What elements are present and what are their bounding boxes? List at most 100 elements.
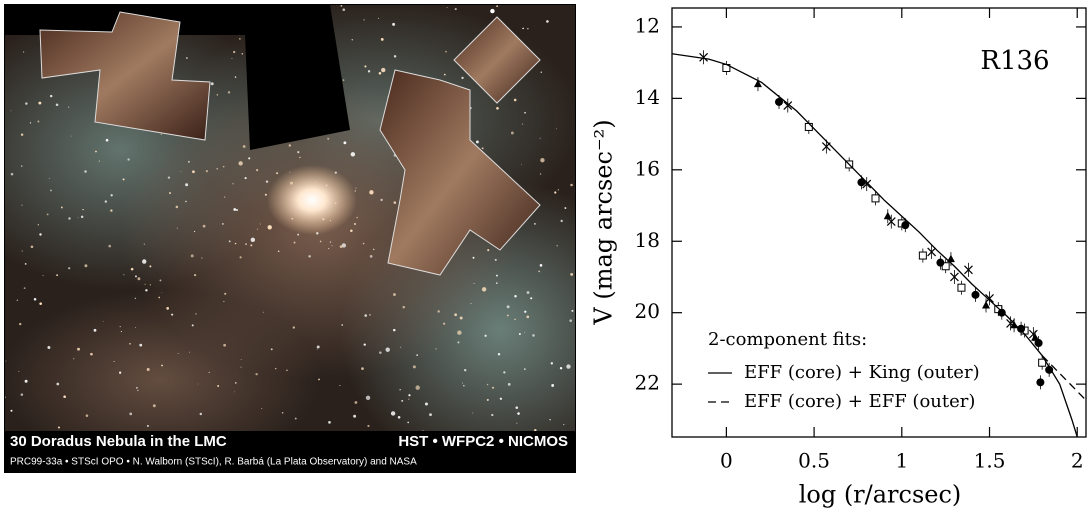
x-tick-label: 2 [1071,449,1084,473]
star [422,430,424,431]
star [191,324,194,327]
star [47,345,51,349]
data-point [871,194,880,203]
plot-frame [671,7,1087,438]
star [217,385,220,387]
y-tick-label: 16 [635,156,660,180]
data-point [1036,378,1045,387]
star [319,240,322,243]
star [130,267,134,271]
star [108,244,112,248]
star [294,417,297,420]
star [564,207,567,210]
star [486,398,489,401]
data-point [985,293,994,303]
star [380,198,383,202]
star [379,351,382,354]
star [167,176,171,179]
star [522,123,524,125]
star [113,360,115,363]
star [105,138,109,142]
star [571,309,574,312]
star [515,406,519,409]
star [539,264,543,267]
star [233,391,235,393]
star [372,248,375,251]
data-point [971,290,980,299]
star [20,393,24,396]
star [399,389,401,391]
star [570,183,573,187]
star [187,160,190,163]
star [470,303,472,305]
star [139,343,143,347]
star [510,131,514,135]
star [297,233,300,236]
star [367,424,370,427]
star [197,383,199,385]
legend-label: EFF (core) + EFF (outer) [744,391,975,412]
star [129,343,131,345]
star [37,120,40,123]
star [221,222,224,225]
star [445,50,447,53]
star [487,249,490,252]
star [195,313,197,315]
star [523,331,525,333]
star [67,106,70,108]
star [192,170,195,174]
star [159,279,162,282]
star [68,267,71,270]
star [149,284,152,286]
star [210,82,214,86]
star [499,397,503,400]
star [361,367,364,370]
star [250,244,253,247]
star [242,145,246,148]
star [82,209,84,211]
star [224,196,226,198]
star [354,401,358,404]
data-point [1038,358,1047,367]
star [551,384,555,387]
star [24,379,28,383]
star [90,352,93,356]
star [380,37,384,41]
star [208,371,210,374]
star [145,289,148,292]
star [341,324,343,326]
star [241,52,244,55]
star [21,204,23,206]
star [216,167,218,170]
star [29,122,32,124]
star [146,424,149,427]
star [21,165,23,167]
star [518,332,521,336]
star [473,282,475,285]
star [316,348,318,350]
data-point [883,211,892,220]
data-point [901,221,910,230]
star [454,8,457,11]
star [127,158,130,161]
star [171,313,174,316]
star [264,193,267,196]
star [152,404,156,408]
star [513,98,517,102]
star [393,55,397,58]
star [267,225,272,230]
star [19,322,22,326]
star [539,137,541,139]
data-point [1031,333,1040,341]
star [39,302,42,305]
star [270,348,273,351]
star [563,424,565,426]
star [70,135,72,137]
star [10,110,12,112]
star [524,310,527,313]
star [532,334,535,337]
star [169,192,171,194]
data-point [775,97,784,106]
y-tick-label: 22 [635,371,660,395]
star [255,372,258,376]
